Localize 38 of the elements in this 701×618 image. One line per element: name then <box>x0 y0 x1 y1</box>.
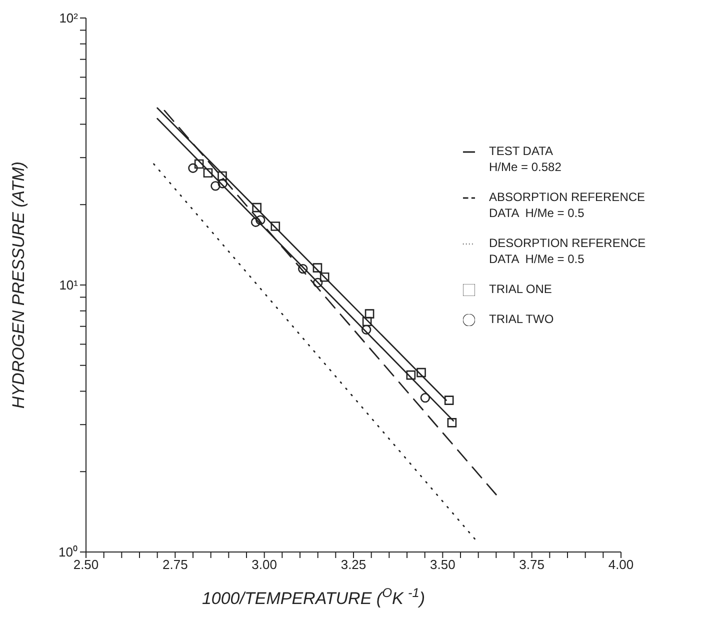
point <box>194 159 204 169</box>
point <box>218 171 227 181</box>
point <box>362 316 372 326</box>
point <box>406 370 416 380</box>
x-tick-label: 3.50 <box>430 557 456 572</box>
legend-label: TEST DATA H/Me = 0.582 <box>489 143 562 175</box>
point <box>320 272 330 282</box>
legend-label: TRIAL TWO <box>489 311 554 327</box>
point <box>420 392 430 403</box>
y-tick-label: 10⁰ <box>58 544 78 560</box>
point <box>364 309 374 318</box>
point <box>188 163 198 173</box>
point <box>250 217 261 227</box>
legend-label: TRIAL ONE <box>489 281 552 297</box>
y-tick-label: 10¹ <box>59 278 79 293</box>
point <box>447 418 457 428</box>
x-tick-label: 3.00 <box>252 557 277 572</box>
point <box>252 202 262 212</box>
legend-label: ABSORPTION REFERENCE DATA H/Me = 0.5 <box>489 189 646 221</box>
point <box>312 263 322 272</box>
x-axis-title: 1000/TEMPERATURE ($^{O}$K $^{-1}$) <box>202 584 426 608</box>
point <box>270 222 280 231</box>
y-axis-title: HYDROGEN PRESSURE (ATM) <box>9 161 28 409</box>
x-tick-label: 3.75 <box>519 557 544 572</box>
x-tick-label: 3.25 <box>340 557 366 572</box>
point <box>203 168 213 178</box>
x-tick-label: 2.75 <box>162 557 188 572</box>
x-tick-label: 2.50 <box>73 557 99 572</box>
point <box>312 278 323 288</box>
point <box>361 324 372 335</box>
x-tick-label: 4.00 <box>608 557 634 572</box>
y-tick-label: 10² <box>59 10 79 26</box>
legend-label: DESORPTION REFERENCE DATA H/Me = 0.5 <box>489 235 646 267</box>
point <box>416 368 426 378</box>
point <box>444 396 454 405</box>
point <box>298 264 308 274</box>
point <box>210 181 220 191</box>
point <box>256 215 266 225</box>
